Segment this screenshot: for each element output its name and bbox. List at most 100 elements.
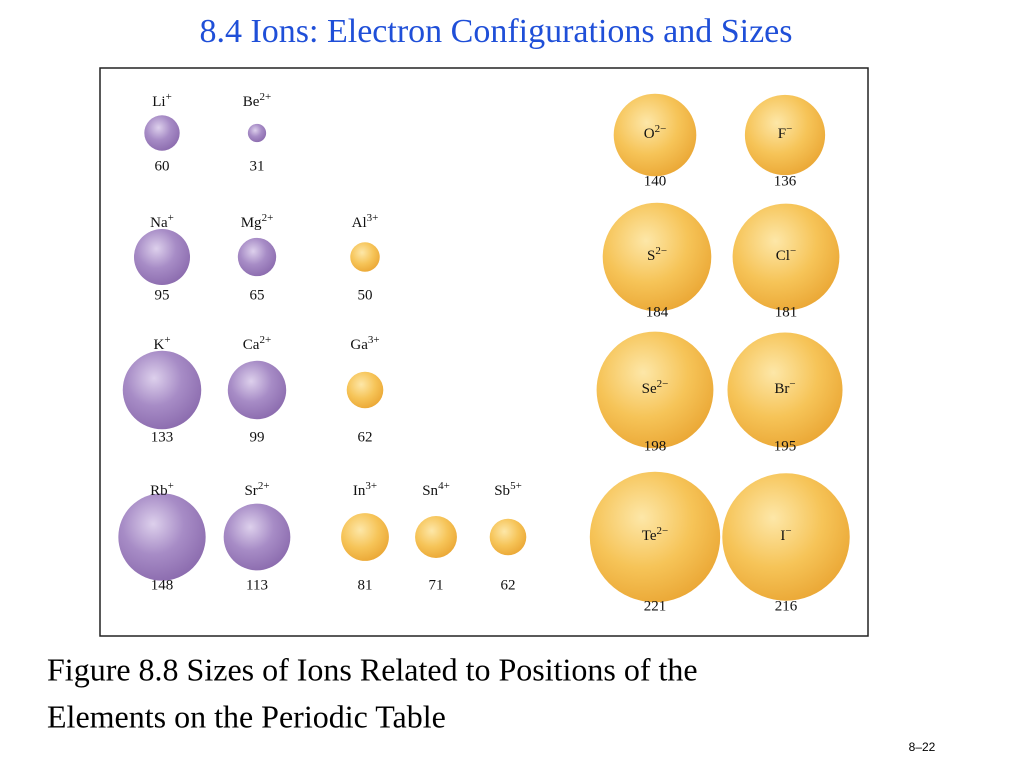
ion-sphere — [744, 94, 826, 176]
ion-radius: 195 — [774, 438, 797, 454]
caption-line: Figure 8.8 Sizes of Ions Related to Posi… — [47, 651, 698, 687]
ion-symbol: F — [778, 126, 786, 142]
ion-label: Rb+ — [150, 480, 174, 500]
ion-symbol: Na — [150, 215, 168, 231]
ion-label: Al3+ — [352, 212, 379, 232]
ion-label: Ca2+ — [243, 334, 271, 354]
caption-line: Elements on the Periodic Table — [47, 698, 446, 734]
ion-symbol: Mg — [241, 215, 262, 231]
ion-label: Cl− — [776, 245, 796, 265]
ion-charge: + — [166, 91, 172, 103]
ion-symbol: Se — [642, 381, 657, 397]
ion-radius: 99 — [250, 429, 265, 445]
ion-sphere — [144, 115, 180, 151]
ion-symbol: I — [780, 528, 785, 544]
ion-symbol: Be — [243, 94, 260, 110]
ion-sphere — [247, 123, 267, 143]
ion-charge: 2+ — [259, 334, 271, 346]
ion-sphere — [727, 332, 843, 448]
ion-sphere — [133, 228, 191, 286]
ion-radius: 136 — [774, 173, 797, 189]
ion-sphere — [350, 242, 380, 272]
ion-label: Be2+ — [243, 91, 271, 111]
ion-symbol: O — [644, 126, 655, 142]
ion-radius: 216 — [775, 598, 798, 614]
ion-charge: − — [786, 123, 792, 135]
ion-charge: 3+ — [368, 334, 380, 346]
ion-charge: 3+ — [365, 480, 377, 492]
ion-label: In3+ — [353, 480, 377, 500]
ion-charge: + — [168, 212, 174, 224]
ion-radius: 181 — [775, 304, 798, 320]
ion-label: Mg2+ — [241, 212, 274, 232]
ion-sphere — [122, 350, 202, 430]
ion-radius: 113 — [246, 577, 268, 593]
ion-radius: 62 — [358, 429, 373, 445]
ion-charge: + — [168, 480, 174, 492]
ion-charge: 4+ — [438, 480, 450, 492]
ion-radius: 198 — [644, 438, 667, 454]
ion-figure: Li+60Be2+31Na+95Mg2+65Al3+50K+133Ca2+99G… — [118, 91, 850, 614]
ion-sphere — [237, 237, 277, 277]
ion-radius: 133 — [151, 429, 174, 445]
ion-radius: 62 — [501, 577, 516, 593]
ion-charge: 2+ — [259, 91, 271, 103]
ion-radius: 95 — [155, 287, 170, 303]
ion-label: Te2− — [642, 525, 669, 545]
ion-label: F− — [778, 123, 793, 143]
ion-radius: 50 — [358, 287, 373, 303]
ion-label: Sn4+ — [422, 480, 450, 500]
ion-sphere — [602, 202, 712, 312]
ion-sphere — [118, 493, 206, 581]
ion-sphere — [489, 518, 527, 556]
ion-label: Sb5+ — [494, 480, 522, 500]
ion-radius: 148 — [151, 577, 174, 593]
ion-sphere — [589, 471, 721, 603]
ion-charge: 2+ — [262, 212, 274, 224]
ion-label: O2− — [644, 123, 667, 143]
ion-radius: 140 — [644, 173, 667, 189]
ion-radius: 71 — [429, 577, 444, 593]
ion-symbol: Al — [352, 215, 367, 231]
ion-symbol: Ca — [243, 337, 260, 353]
ion-radius: 60 — [155, 158, 170, 174]
ion-sphere — [732, 203, 840, 311]
ion-symbol: Ga — [350, 337, 368, 353]
ion-symbol: Sr — [244, 483, 257, 499]
ion-symbol: In — [353, 483, 366, 499]
ion-label: Sr2+ — [244, 480, 269, 500]
ion-label: K+ — [153, 334, 170, 354]
ion-charge: 2− — [657, 525, 669, 537]
ion-sphere — [223, 503, 291, 571]
ion-symbol: Te — [642, 528, 657, 544]
ion-charge: − — [789, 378, 795, 390]
ion-label: I− — [780, 525, 791, 545]
ion-radius: 221 — [644, 598, 667, 614]
ion-charge: 2− — [657, 378, 669, 390]
ion-label: Ga3+ — [350, 334, 379, 354]
ion-symbol: S — [647, 248, 655, 264]
ion-charge: 3+ — [367, 212, 379, 224]
ion-charge: 5+ — [510, 480, 522, 492]
ion-symbol: Sb — [494, 483, 510, 499]
ion-symbol: Br — [774, 381, 789, 397]
ion-symbol: Li — [152, 94, 165, 110]
ion-radius: 31 — [250, 158, 265, 174]
ion-label: Br− — [774, 378, 795, 398]
ion-symbol: K — [153, 337, 164, 353]
ion-charge: 2− — [655, 123, 667, 135]
ion-symbol: Cl — [776, 248, 790, 264]
ion-label: Se2− — [642, 378, 669, 398]
ion-charge: 2− — [655, 245, 667, 257]
ion-charge: 2+ — [258, 480, 270, 492]
ion-charge: + — [164, 334, 170, 346]
ion-sphere — [341, 513, 389, 561]
ion-sphere — [613, 93, 697, 177]
slide-number: 8–22 — [909, 740, 936, 754]
ion-symbol: Rb — [150, 483, 168, 499]
ion-label: Li+ — [152, 91, 172, 111]
ion-charge: − — [785, 525, 791, 537]
ion-label: Na+ — [150, 212, 174, 232]
ion-charge: − — [790, 245, 796, 257]
